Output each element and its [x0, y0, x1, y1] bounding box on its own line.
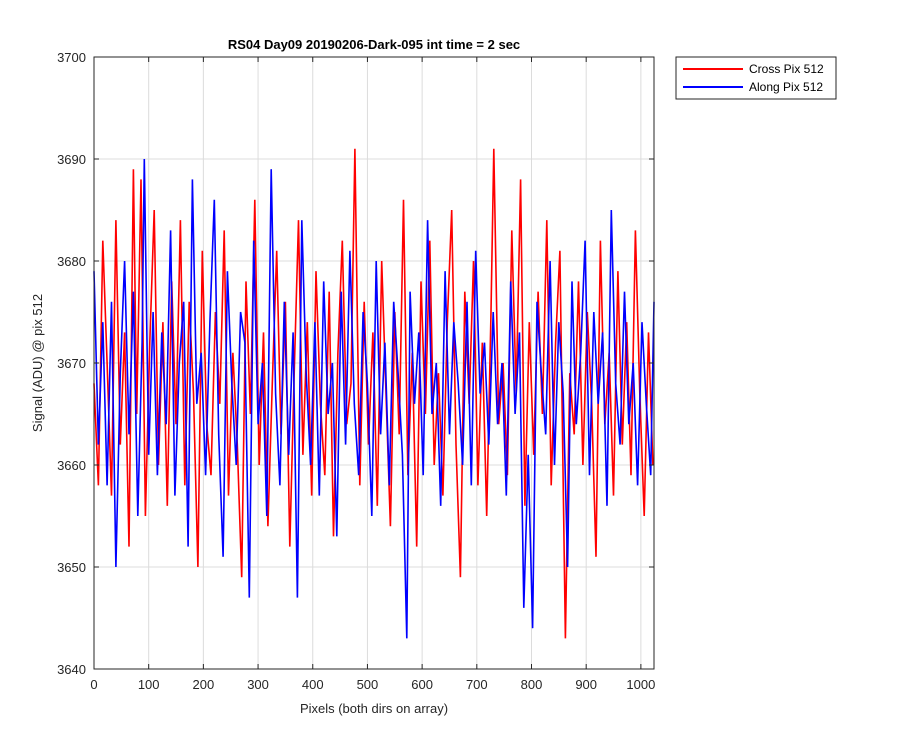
y-tick-label: 3690	[57, 152, 86, 167]
x-tick-label: 800	[521, 677, 543, 692]
x-tick-label: 500	[357, 677, 379, 692]
x-tick-label: 700	[466, 677, 488, 692]
legend-label-cross: Cross Pix 512	[749, 62, 824, 76]
x-tick-label: 100	[138, 677, 160, 692]
x-tick-label: 400	[302, 677, 324, 692]
x-tick-label: 300	[247, 677, 269, 692]
axis-ticks: 0 100 200 300 400 500 600 700 800 900 1000 3640 3650…	[57, 50, 655, 692]
x-tick-label: 0	[90, 677, 97, 692]
y-tick-label: 3680	[57, 254, 86, 269]
y-tick-label: 3650	[57, 560, 86, 575]
x-axis-label: Pixels (both dirs on array)	[300, 701, 448, 716]
y-axis-label: Signal (ADU) @ pix 512	[30, 294, 45, 432]
y-tick-label: 3660	[57, 458, 86, 473]
y-tick-label: 3700	[57, 50, 86, 65]
legend: Cross Pix 512 Along Pix 512	[675, 56, 837, 100]
series-line-along-pix-512	[93, 158, 655, 639]
x-tick-label: 600	[411, 677, 433, 692]
chart-title: RS04 Day09 20190206-Dark-095 int time = …	[228, 37, 520, 52]
legend-box	[675, 56, 837, 100]
x-tick-label: 1000	[626, 677, 655, 692]
x-tick-label: 900	[575, 677, 597, 692]
y-tick-label: 3670	[57, 356, 86, 371]
legend-label-along: Along Pix 512	[749, 80, 823, 94]
series-layer	[93, 148, 655, 639]
y-tick-label: 3640	[57, 662, 86, 677]
x-tick-label: 200	[193, 677, 215, 692]
